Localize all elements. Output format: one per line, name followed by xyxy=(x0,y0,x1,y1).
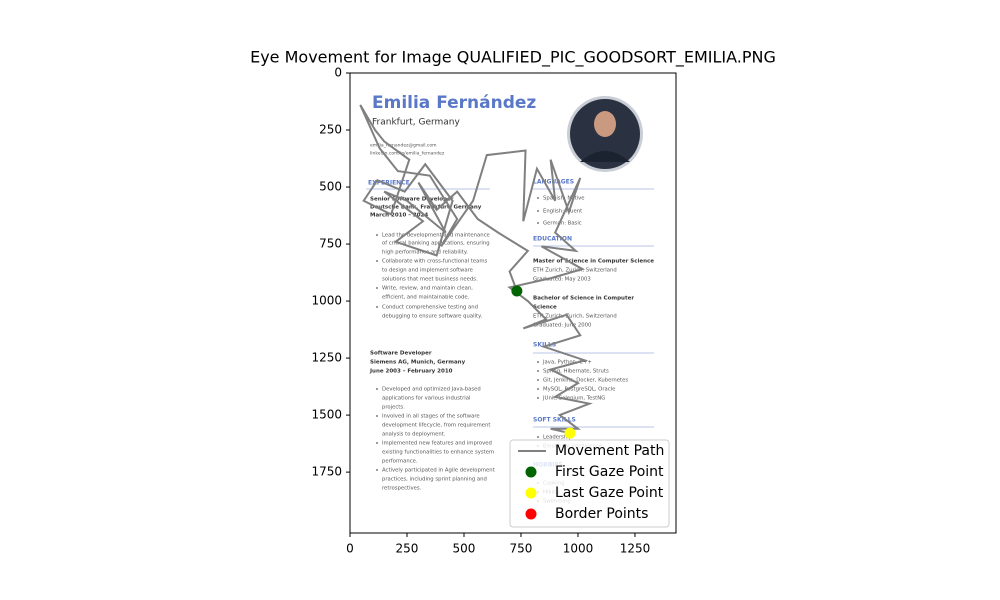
resume-text: to design and implement software xyxy=(382,268,473,274)
resume-text: Science xyxy=(533,305,557,311)
resume-text: retrospectives. xyxy=(382,486,422,492)
resume-text: linkedin.com/in/emilia_fernandez xyxy=(370,151,445,157)
resume-text: debugging to ensure software quality. xyxy=(382,314,482,320)
resume-text: Collaborate with cross-functional teams xyxy=(382,259,488,265)
resume-text: Implemented new features and improved xyxy=(382,441,492,447)
x-tick-label: 1000 xyxy=(563,542,594,556)
gaze-point xyxy=(511,285,523,297)
resume-text: JUnit, Selenium, TestNG xyxy=(542,396,605,402)
gaze-point xyxy=(564,427,576,439)
bullet xyxy=(376,388,378,390)
y-tick-label: 0 xyxy=(334,66,342,80)
resume-text: Graduated: June 2000 xyxy=(533,323,592,329)
resume-text: Software Developer xyxy=(370,351,432,357)
movement-path xyxy=(359,104,593,435)
resume-text: EXPERIENCE xyxy=(368,180,410,187)
bullet xyxy=(376,415,378,417)
resume-text: projects. xyxy=(382,405,405,411)
bullet xyxy=(376,287,378,289)
resume-text: analysis to deployment. xyxy=(382,432,446,438)
resume-text: Actively participated in Agile developme… xyxy=(382,468,495,474)
resume-text: existing functionalities to enhance syst… xyxy=(382,450,494,456)
resume-text: March 2010 – 2024 xyxy=(370,213,428,219)
resume-text: practices, including sprint planning and xyxy=(382,477,487,483)
resume-text: Frankfurt, Germany xyxy=(372,118,461,128)
resume-text: Conduct comprehensive testing and xyxy=(382,305,478,311)
y-tick-label: 1500 xyxy=(311,408,342,422)
legend: Movement Path First Gaze Point Last Gaze P… xyxy=(509,439,670,528)
legend-box xyxy=(509,439,670,528)
bullet xyxy=(376,306,378,308)
resume-text: efficient, and maintainable code. xyxy=(382,295,470,301)
bullet xyxy=(537,379,539,381)
resume-text: Git, Jenkins, Docker, Kubernetes xyxy=(543,378,628,384)
x-tick-label: 250 xyxy=(396,542,419,556)
resume-text: Spring, Hibernate, Struts xyxy=(543,369,609,375)
resume-text: Java, Python, C++ xyxy=(542,360,592,366)
legend-swatch xyxy=(525,508,537,520)
resume-text: Developed and optimized Java-based xyxy=(382,387,481,393)
resume-text: Senior Software Developer xyxy=(370,197,454,203)
resume-text: of critical banking applications, ensuri… xyxy=(382,241,490,247)
axes-frame xyxy=(349,72,677,534)
resume-text: development lifecycle, from requirement xyxy=(382,423,490,429)
photo-face xyxy=(594,111,616,137)
resume-text: Write, review, and maintain clean, xyxy=(382,286,473,292)
resume-text: English: Fluent xyxy=(543,209,582,215)
bullet xyxy=(537,388,539,390)
x-tick-label: 1250 xyxy=(620,542,651,556)
legend-label: Movement Path xyxy=(555,443,664,459)
photo-body xyxy=(580,151,630,162)
resume-text: SOFT SKILLS xyxy=(533,417,576,424)
resume-text: solutions that meet business needs. xyxy=(382,277,478,283)
chart-title: Eye Movement for Image QUALIFIED_PIC_GOO… xyxy=(250,48,776,68)
resume-text: Deutsche Bank, Frankfurt, Germany xyxy=(370,205,482,211)
x-tick-label: 750 xyxy=(510,542,533,556)
y-tick-label: 1000 xyxy=(311,294,342,308)
legend-swatch xyxy=(525,466,537,478)
resume-text: applications for various industrial xyxy=(382,396,470,402)
resume-text: ETH Zurich, Zurich, Switzerland xyxy=(533,314,617,320)
y-tick-label: 1250 xyxy=(311,351,342,365)
x-tick-label: 0 xyxy=(346,542,354,556)
resume-text: Leadership xyxy=(543,435,573,441)
resume-text: EDUCATION xyxy=(533,236,572,243)
resume-text: Involved in all stages of the software xyxy=(382,414,480,420)
bullet xyxy=(376,260,378,262)
bullet xyxy=(537,370,539,372)
resume-content: Emilia Fernández Frankfurt, Germany emilia… xyxy=(366,93,654,505)
resume-text: SKILLS xyxy=(533,342,556,349)
resume-text: German: Basic xyxy=(543,221,582,227)
resume-text: Siemens AG, Munich, Germany xyxy=(370,360,466,366)
bullet xyxy=(537,197,539,199)
legend-label: First Gaze Point xyxy=(555,464,664,480)
resume-text: performance. xyxy=(382,459,418,465)
y-tick-label: 500 xyxy=(319,180,342,194)
y-tick-label: 1750 xyxy=(311,465,342,479)
resume-text: Master of Science in Computer Science xyxy=(533,259,654,265)
resume-text: June 2003 – February 2010 xyxy=(369,369,453,375)
y-tick-label: 250 xyxy=(319,123,342,137)
resume-text: Lead the development and maintenance xyxy=(382,233,490,239)
resume-text: emilia_fernandez@gmail.com xyxy=(370,143,437,149)
y-tick-label: 750 xyxy=(319,237,342,251)
resume-text: Bachelor of Science in Computer xyxy=(533,296,634,302)
bullet xyxy=(537,210,539,212)
resume-text: Graduated: May 2003 xyxy=(533,277,591,283)
bullet xyxy=(376,234,378,236)
x-tick-label: 500 xyxy=(453,542,476,556)
resume-text: MySQL, PostgreSQL, Oracle xyxy=(543,387,615,393)
legend-label: Border Points xyxy=(555,506,648,522)
bullet xyxy=(376,442,378,444)
bullet xyxy=(376,469,378,471)
bullet xyxy=(537,397,539,399)
legend-label: Last Gaze Point xyxy=(555,485,664,501)
legend-swatch xyxy=(525,487,537,499)
bullet xyxy=(537,436,539,438)
resume-text: Emilia Fernández xyxy=(372,93,536,113)
bullet xyxy=(537,222,539,224)
bullet xyxy=(537,361,539,363)
